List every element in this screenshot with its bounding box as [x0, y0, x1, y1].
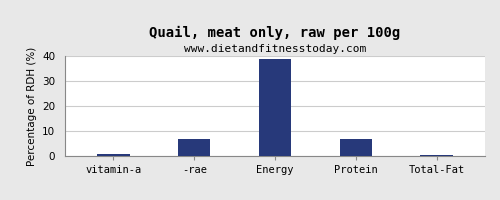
Bar: [98, 154, 130, 156]
Y-axis label: Percentage of RDH (%): Percentage of RDH (%): [26, 46, 36, 166]
Bar: [178, 138, 210, 156]
Bar: [259, 58, 291, 156]
Bar: [340, 138, 372, 156]
Title: Quail, meat only, raw per 100g: Quail, meat only, raw per 100g: [150, 25, 400, 40]
Bar: [420, 155, 452, 156]
Text: www.dietandfitnesstoday.com: www.dietandfitnesstoday.com: [184, 44, 366, 54]
